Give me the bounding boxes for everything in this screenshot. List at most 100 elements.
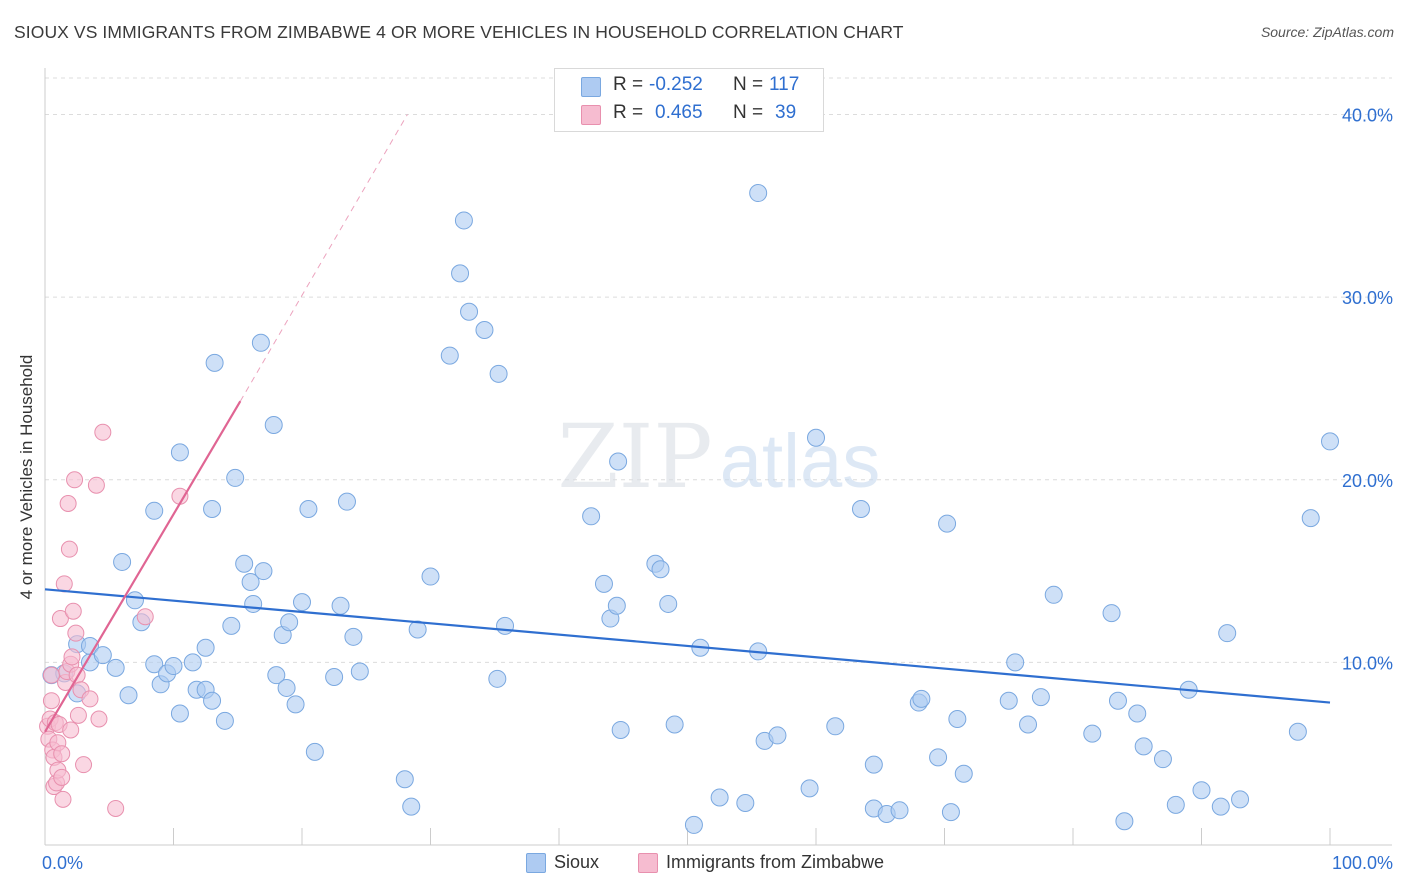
sioux-point — [305, 742, 324, 761]
sioux-point — [1031, 688, 1050, 707]
zimbabwe-point — [53, 768, 71, 786]
y-tick-label: 30.0% — [1342, 288, 1393, 308]
sioux-point — [145, 501, 164, 520]
sioux-point — [1102, 604, 1121, 623]
sioux-point — [607, 596, 626, 615]
sioux-point — [286, 695, 305, 714]
sioux-point — [454, 211, 473, 230]
sioux-point — [1192, 781, 1211, 800]
sioux-point — [1301, 509, 1320, 528]
sioux-point — [1218, 624, 1237, 643]
sioux-point — [183, 653, 202, 672]
zimbabwe-point — [42, 666, 60, 684]
trend-lines — [44, 114, 1331, 733]
sioux-point — [749, 184, 768, 203]
legend-label-zimbabwe: Immigrants from Zimbabwe — [666, 852, 885, 872]
sioux-point — [736, 793, 755, 812]
legend-row-zimbabwe: R = 0.465 N = 39 — [555, 100, 823, 128]
sioux-point — [113, 552, 132, 571]
zimbabwe-point — [62, 721, 80, 739]
sioux-point — [235, 554, 254, 573]
sioux-point — [1153, 750, 1172, 769]
sioux-point — [851, 499, 870, 518]
sioux-point — [119, 686, 138, 705]
zimbabwe-point — [66, 471, 84, 489]
sioux-point — [451, 264, 470, 283]
sioux-point — [241, 573, 260, 592]
sioux-trend-line — [44, 588, 1331, 704]
sioux-point — [125, 591, 144, 610]
zimbabwe-point — [81, 690, 99, 708]
sioux-point — [215, 711, 234, 730]
sioux-point — [264, 415, 283, 434]
legend-n-label: N = — [733, 74, 764, 95]
sioux-point — [1083, 724, 1102, 743]
sioux-point — [938, 514, 957, 533]
chart-title: SIOUX VS IMMIGRANTS FROM ZIMBABWE 4 OR M… — [14, 22, 904, 42]
sioux-point — [277, 678, 296, 697]
zimbabwe-point — [94, 423, 112, 441]
sioux-point — [93, 646, 112, 665]
zimbabwe-point — [59, 495, 77, 513]
sioux-point — [196, 638, 215, 657]
sioux-point — [1166, 795, 1185, 814]
sioux-point — [402, 797, 421, 816]
sioux-point — [890, 801, 909, 820]
sioux-point — [496, 616, 515, 635]
axis-layer — [44, 68, 1392, 846]
sioux-point — [1211, 797, 1230, 816]
zimbabwe-point — [60, 540, 78, 558]
sioux-point — [609, 452, 628, 471]
sioux-point — [170, 443, 189, 462]
legend-swatch-zimbabwe — [638, 853, 658, 873]
sioux-point — [267, 666, 286, 685]
sioux-point — [203, 691, 222, 710]
sioux-point — [1128, 704, 1147, 723]
sioux-point — [582, 507, 601, 526]
sioux-point — [293, 593, 311, 612]
sioux-point — [299, 499, 318, 518]
zimbabwe-point — [63, 648, 81, 666]
y-tick-label: 20.0% — [1342, 471, 1393, 491]
legend-r-label: R = — [613, 74, 644, 95]
sioux-point — [1231, 790, 1250, 809]
sioux-point — [684, 815, 703, 834]
sioux-point — [408, 620, 427, 639]
zimbabwe-trend-line — [44, 400, 242, 733]
series-sioux-points — [42, 184, 1339, 834]
zimbabwe-point — [107, 799, 125, 817]
zimbabwe-point — [90, 710, 108, 728]
sioux-point — [251, 333, 270, 352]
sioux-point — [826, 717, 845, 736]
y-axis-label: 4 or more Vehicles in Household — [17, 354, 36, 600]
sioux-point — [440, 346, 459, 365]
sioux-point — [1006, 653, 1025, 672]
series-legend: Sioux Immigrants from Zimbabwe — [0, 852, 1406, 878]
sioux-point — [1321, 432, 1339, 451]
legend-swatch-sioux — [526, 853, 546, 873]
sioux-point — [244, 594, 263, 613]
sioux-point — [145, 655, 164, 674]
sioux-point — [912, 689, 931, 708]
legend-r-value-zimbabwe: 0.465 — [655, 102, 703, 123]
sioux-point — [421, 567, 440, 586]
y-tick-labels: 10.0% 20.0% 30.0% 40.0% — [1342, 106, 1393, 674]
x-tick-label: 100.0% — [1332, 853, 1393, 873]
y-tick-label: 40.0% — [1342, 106, 1393, 126]
series-zimbabwe-points — [39, 423, 189, 817]
sioux-point — [1134, 737, 1153, 756]
sioux-point — [254, 562, 273, 581]
sioux-point — [1115, 812, 1134, 831]
sioux-point — [929, 748, 948, 767]
sioux-point — [489, 364, 508, 383]
sioux-point — [954, 764, 973, 783]
legend-swatch-zimbabwe — [581, 105, 601, 125]
sioux-point — [941, 803, 960, 822]
sioux-point — [460, 302, 479, 321]
sioux-point — [331, 596, 350, 615]
legend-r-label: R = — [613, 102, 644, 123]
sioux-point — [948, 709, 967, 728]
legend-r-value-sioux: -0.252 — [649, 74, 703, 95]
sioux-point — [651, 560, 670, 579]
